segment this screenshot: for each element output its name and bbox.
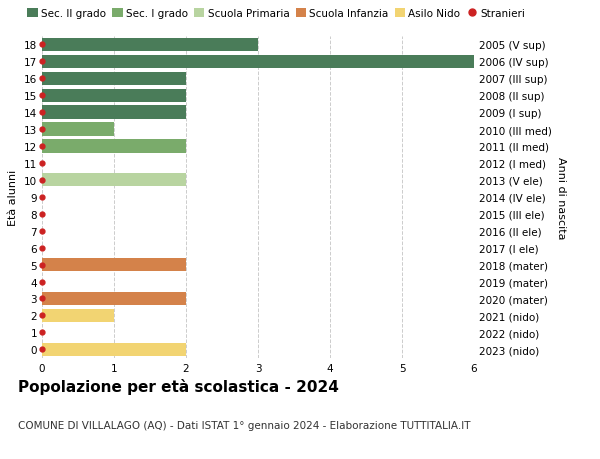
- Bar: [42, 73, 186, 85]
- Bar: [42, 292, 186, 305]
- Text: Popolazione per età scolastica - 2024: Popolazione per età scolastica - 2024: [18, 379, 339, 395]
- Bar: [42, 90, 186, 102]
- Bar: [42, 174, 186, 187]
- Y-axis label: Età alunni: Età alunni: [8, 169, 19, 225]
- Bar: [42, 309, 114, 322]
- Bar: [42, 56, 474, 69]
- Text: COMUNE DI VILLALAGO (AQ) - Dati ISTAT 1° gennaio 2024 - Elaborazione TUTTITALIA.: COMUNE DI VILLALAGO (AQ) - Dati ISTAT 1°…: [18, 420, 470, 430]
- Bar: [42, 39, 258, 52]
- Bar: [42, 123, 114, 136]
- Bar: [42, 343, 186, 356]
- Bar: [42, 106, 186, 119]
- Bar: [42, 258, 186, 272]
- Bar: [42, 140, 186, 153]
- Y-axis label: Anni di nascita: Anni di nascita: [556, 156, 566, 239]
- Legend: Sec. II grado, Sec. I grado, Scuola Primaria, Scuola Infanzia, Asilo Nido, Stran: Sec. II grado, Sec. I grado, Scuola Prim…: [23, 5, 529, 23]
